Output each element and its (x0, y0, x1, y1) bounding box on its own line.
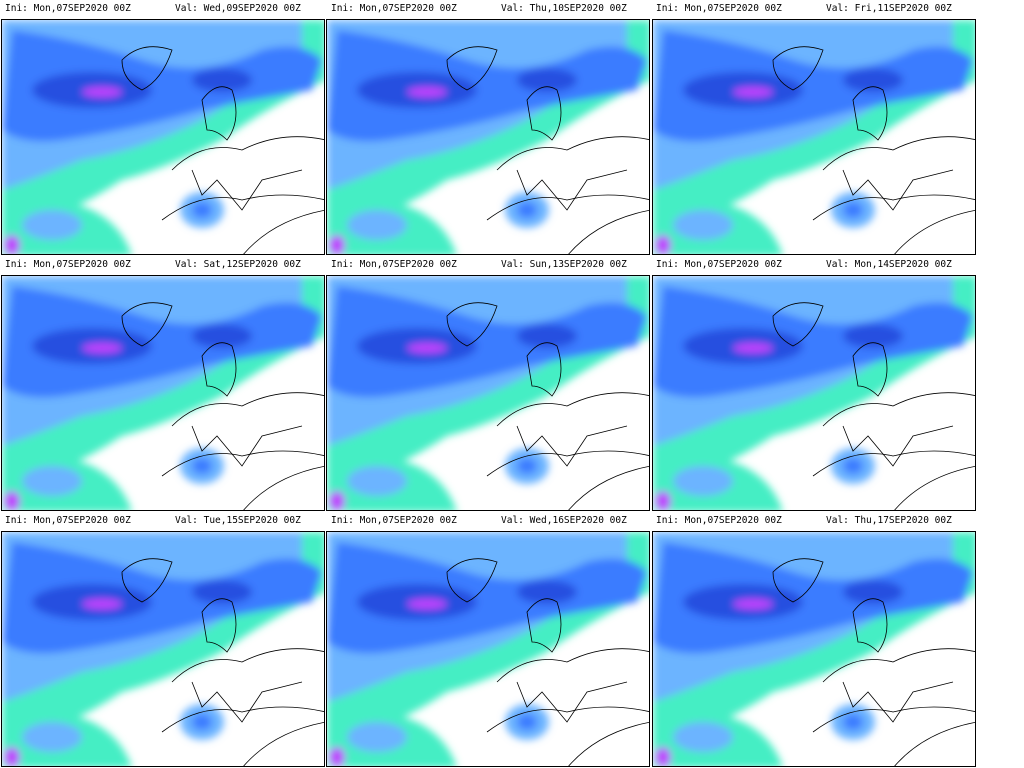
val-label: Val: Sun,13SEP2020 00Z (501, 259, 627, 270)
map-panel (1, 531, 325, 767)
map-field (327, 532, 650, 767)
map-panel (652, 275, 976, 511)
map-field (653, 532, 976, 767)
val-label: Val: Thu,10SEP2020 00Z (501, 3, 627, 14)
map-field (2, 276, 325, 511)
ini-label: Ini: Mon,07SEP2020 00Z (5, 259, 131, 270)
ini-label: Ini: Mon,07SEP2020 00Z (331, 259, 457, 270)
map-field (2, 532, 325, 767)
map-field (2, 20, 325, 255)
map-panel (1, 275, 325, 511)
map-panel (652, 19, 976, 255)
ini-label: Ini: Mon,07SEP2020 00Z (5, 515, 131, 526)
val-label: Val: Mon,14SEP2020 00Z (826, 259, 952, 270)
map-panel (326, 531, 650, 767)
map-panel (652, 531, 976, 767)
map-panel (1, 19, 325, 255)
map-field (327, 276, 650, 511)
val-label: Val: Fri,11SEP2020 00Z (826, 3, 952, 14)
ini-label: Ini: Mon,07SEP2020 00Z (331, 515, 457, 526)
val-label: Val: Wed,09SEP2020 00Z (175, 3, 301, 14)
ini-label: Ini: Mon,07SEP2020 00Z (331, 3, 457, 14)
map-field (653, 20, 976, 255)
val-label: Val: Tue,15SEP2020 00Z (175, 515, 301, 526)
val-label: Val: Thu,17SEP2020 00Z (826, 515, 952, 526)
ini-label: Ini: Mon,07SEP2020 00Z (656, 259, 782, 270)
val-label: Val: Wed,16SEP2020 00Z (501, 515, 627, 526)
ini-label: Ini: Mon,07SEP2020 00Z (656, 515, 782, 526)
map-field (327, 20, 650, 255)
ini-label: Ini: Mon,07SEP2020 00Z (656, 3, 782, 14)
ini-label: Ini: Mon,07SEP2020 00Z (5, 3, 131, 14)
map-field (653, 276, 976, 511)
map-panel (326, 275, 650, 511)
map-panel (326, 19, 650, 255)
val-label: Val: Sat,12SEP2020 00Z (175, 259, 301, 270)
